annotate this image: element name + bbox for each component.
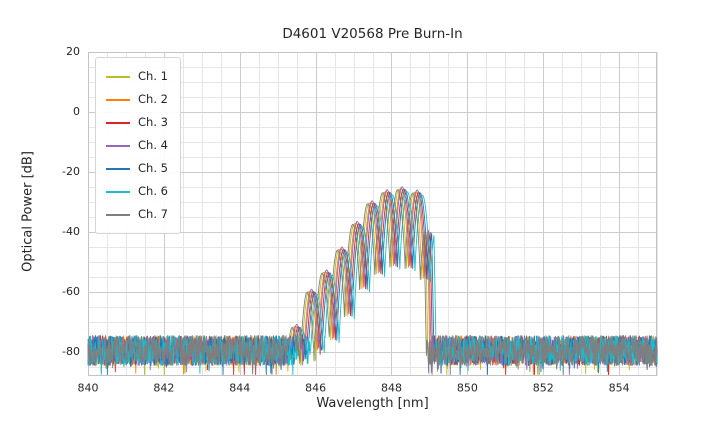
legend-item-label: Ch. 3 (138, 114, 168, 129)
legend-item: Ch. 6 (106, 180, 168, 203)
legend-item-label: Ch. 6 (138, 183, 168, 198)
legend-item-label: Ch. 5 (138, 160, 168, 175)
legend-line-swatch (106, 167, 130, 170)
legend-line-swatch (106, 190, 130, 193)
legend: Ch. 1 Ch. 2 Ch. 3 Ch. 4 Ch. 5 Ch. 6 Ch. 7 (95, 57, 181, 234)
legend-item: Ch. 4 (106, 134, 168, 157)
y-axis-label: Optical Power [dB] (20, 151, 36, 272)
legend-item: Ch. 2 (106, 88, 168, 111)
legend-item-label: Ch. 2 (138, 91, 168, 106)
legend-item-label: Ch. 4 (138, 137, 168, 152)
legend-item: Ch. 5 (106, 157, 168, 180)
legend-line-swatch (106, 121, 130, 124)
x-axis-label: Wavelength [nm] (316, 396, 429, 411)
legend-line-swatch (106, 144, 130, 147)
legend-line-swatch (106, 75, 130, 78)
legend-item: Ch. 7 (106, 203, 168, 226)
chart-title: D4601 V20568 Pre Burn-In (282, 26, 463, 42)
legend-item: Ch. 3 (106, 111, 168, 134)
legend-line-swatch (106, 213, 130, 216)
legend-item: Ch. 1 (106, 65, 168, 88)
legend-item-label: Ch. 7 (138, 206, 168, 221)
legend-line-swatch (106, 98, 130, 101)
legend-item-label: Ch. 1 (138, 68, 168, 83)
